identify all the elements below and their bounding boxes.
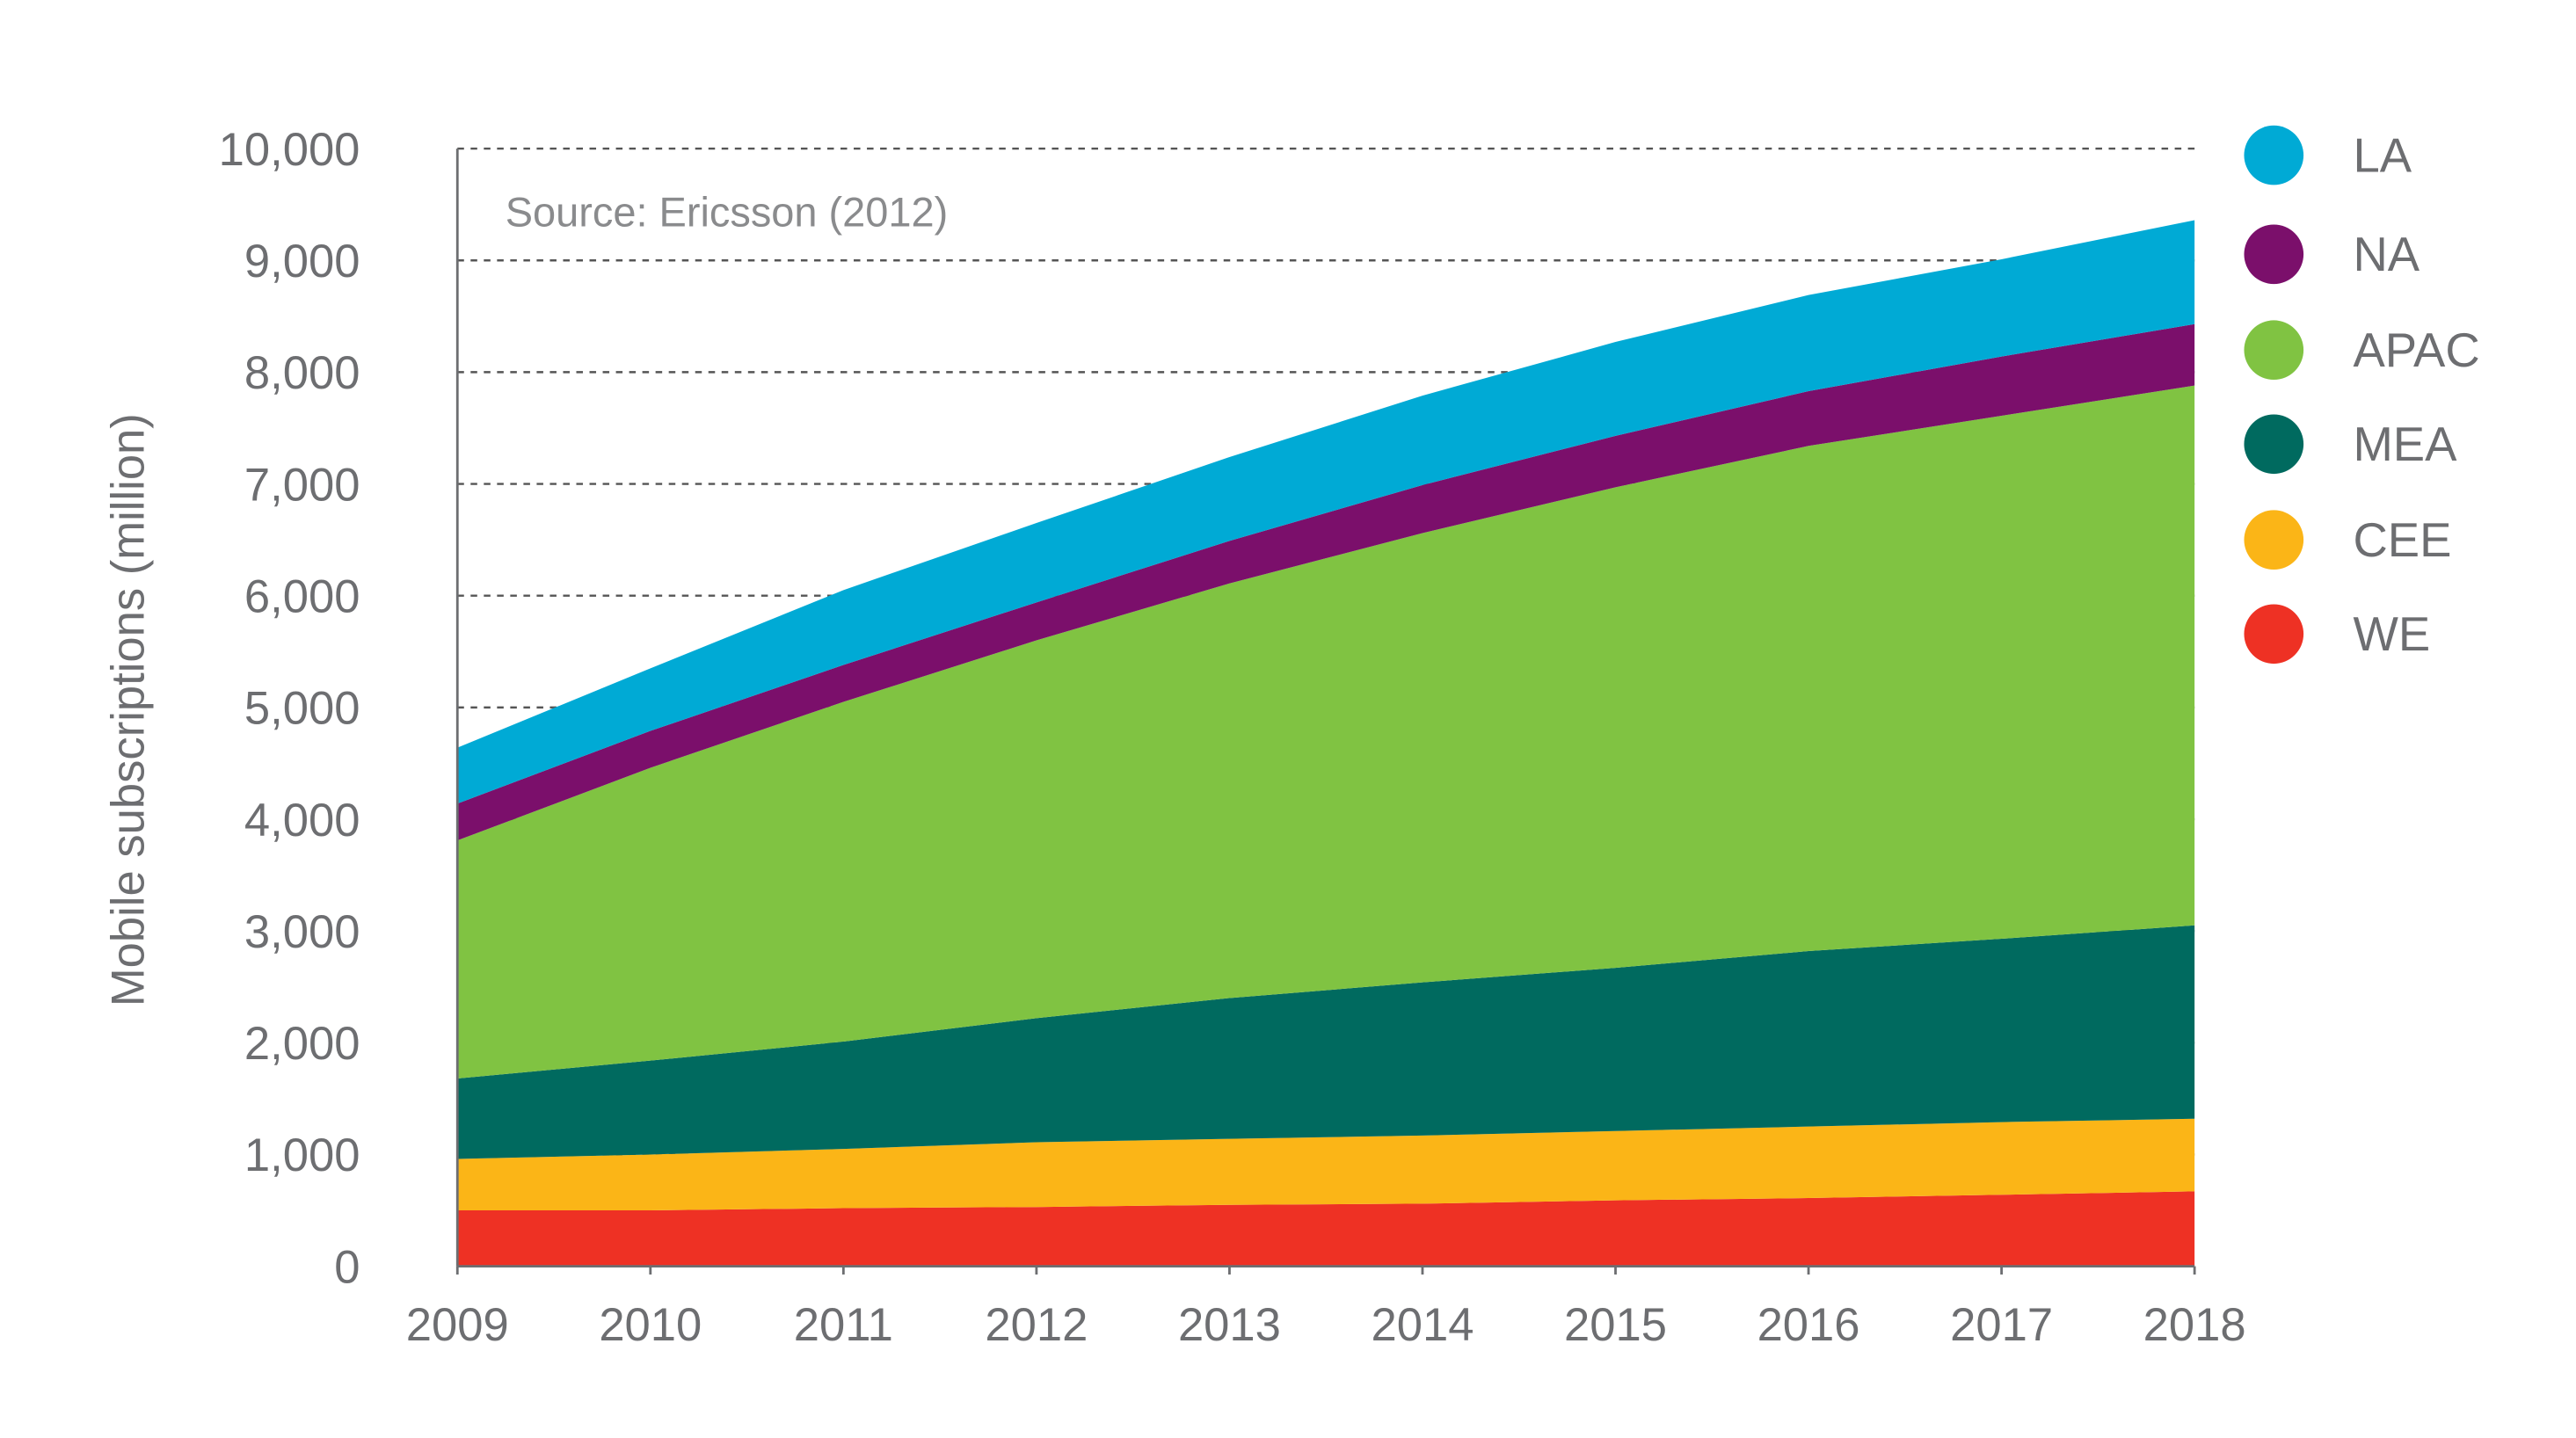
legend-item-mea: MEA: [2244, 414, 2457, 475]
legend-item-we: WE: [2244, 604, 2430, 665]
y-tick-labels: 0 1,000 2,000 3,000 4,000 5,000 6,000 7,000 8,00…: [219, 124, 360, 1294]
legend-label: MEA: [2353, 418, 2457, 471]
axes: [455, 149, 2196, 1275]
y-tick-label: 6,000: [244, 570, 360, 622]
legend: LA NA APAC MEA CEE WE: [2244, 125, 2480, 665]
x-tick-label: 2017: [1950, 1299, 2053, 1351]
x-tick-label: 2018: [2143, 1299, 2246, 1351]
x-tick-label: 2012: [985, 1299, 1088, 1351]
area-cee: [457, 1118, 2195, 1211]
legend-swatch: [2244, 125, 2304, 185]
legend-swatch: [2244, 414, 2304, 475]
source-annotation: Source: Ericsson (2012): [506, 188, 949, 235]
legend-item-apac: APAC: [2244, 320, 2480, 381]
x-tick-label: 2009: [406, 1299, 509, 1351]
x-tick-label: 2015: [1564, 1299, 1667, 1351]
area-we: [457, 1191, 2195, 1267]
legend-swatch: [2244, 510, 2304, 570]
legend-label: NA: [2353, 228, 2420, 281]
legend-swatch: [2244, 224, 2304, 285]
legend-swatch: [2244, 604, 2304, 665]
legend-label: WE: [2353, 607, 2430, 661]
legend-label: LA: [2353, 128, 2412, 182]
y-tick-label: 9,000: [244, 236, 360, 287]
y-tick-label: 1,000: [244, 1129, 360, 1181]
legend-item-na: NA: [2244, 224, 2420, 285]
areas: [457, 220, 2195, 1267]
y-tick-label: 4,000: [244, 795, 360, 846]
x-tick-label: 2016: [1757, 1299, 1860, 1351]
area-la: [457, 220, 2195, 804]
legend-item-la: LA: [2244, 125, 2412, 185]
x-tick-label: 2014: [1371, 1299, 1474, 1351]
area-na: [457, 323, 2195, 841]
y-tick-label: 3,000: [244, 906, 360, 958]
legend-label: CEE: [2353, 513, 2451, 567]
y-tick-label: 7,000: [244, 459, 360, 511]
y-tick-label: 8,000: [244, 347, 360, 399]
y-tick-label: 2,000: [244, 1018, 360, 1070]
y-tick-label: 0: [334, 1241, 360, 1293]
legend-item-cee: CEE: [2244, 510, 2451, 570]
legend-swatch: [2244, 320, 2304, 381]
x-tick-label: 2011: [794, 1299, 893, 1351]
y-tick-label: 10,000: [219, 124, 360, 176]
y-tick-label: 5,000: [244, 683, 360, 735]
x-tick-labels: 2009 2010 2011 2012 2013 2014 2015 2016 2017 2018: [406, 1299, 2246, 1351]
x-tick-label: 2013: [1178, 1299, 1281, 1351]
legend-label: APAC: [2353, 323, 2479, 377]
area-mea: [457, 925, 2195, 1159]
y-axis-title: Mobile subscriptions (million): [102, 413, 154, 1006]
x-tick-label: 2010: [599, 1299, 702, 1351]
area-apac: [457, 385, 2195, 1079]
